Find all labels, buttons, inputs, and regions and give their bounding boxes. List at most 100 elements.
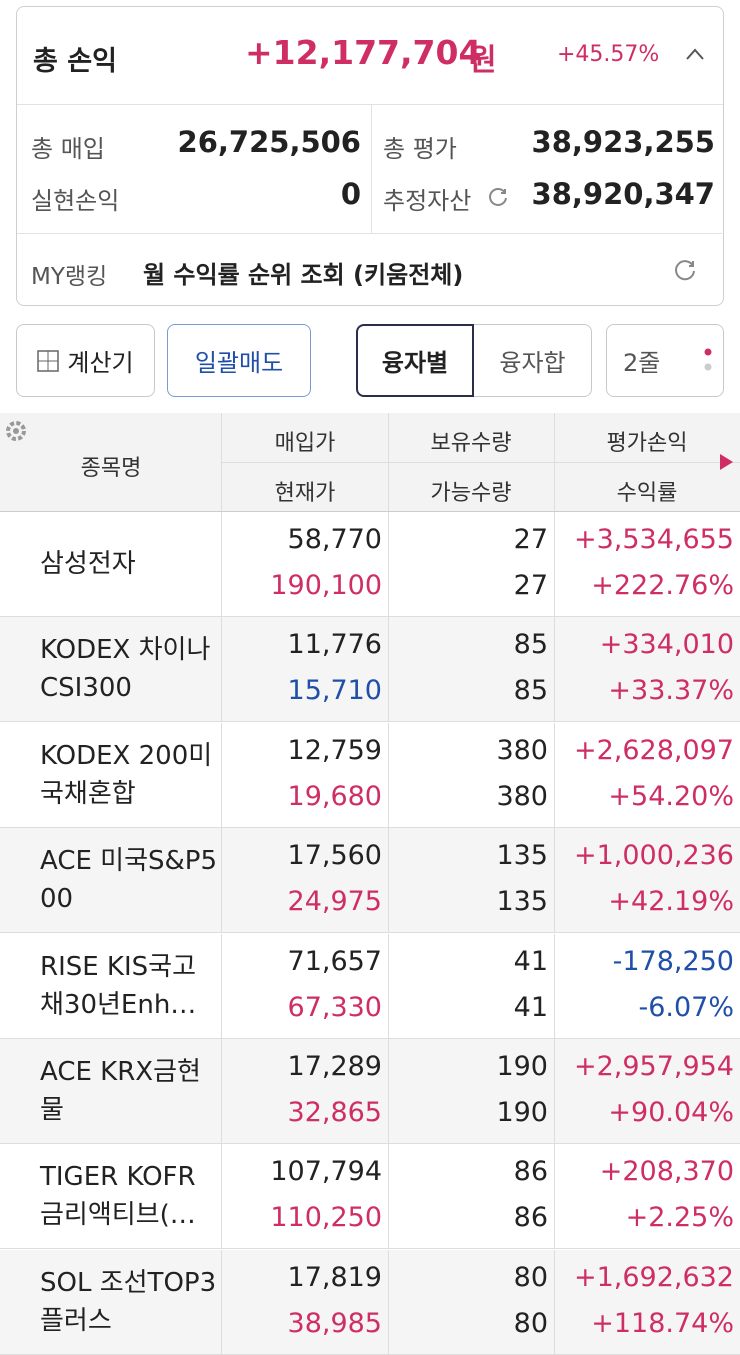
pnl: +1,000,236: [573, 840, 734, 872]
rate: +42.19%: [608, 886, 734, 918]
divider: [371, 105, 372, 233]
current-price: 67,330: [287, 991, 382, 1023]
available: 190: [496, 1097, 548, 1128]
divider: [554, 1249, 555, 1354]
buy-price: 71,657: [287, 945, 382, 977]
divider: [554, 413, 555, 511]
current-price: 19,680: [287, 780, 382, 812]
divider: [388, 722, 389, 827]
available: 86: [513, 1202, 548, 1234]
divider: [554, 933, 555, 1038]
header-cell: 현재가: [274, 481, 336, 506]
divider: [388, 933, 389, 1038]
divider: [221, 1249, 222, 1354]
summary-top: 총 손익 +12,177,704 원 +45.57%: [17, 7, 723, 105]
divider: [221, 828, 222, 933]
dots-icon: [704, 348, 712, 371]
divider: [554, 828, 555, 933]
ranking-link[interactable]: 월 수익률 순위 조회 (키움전체): [143, 261, 464, 289]
divider: [388, 413, 389, 511]
divider: [388, 1249, 389, 1354]
calculator-button[interactable]: 계산기: [16, 324, 155, 397]
scroll-arrow[interactable]: [718, 453, 734, 471]
quantity: 85: [513, 629, 548, 661]
table-row[interactable]: KODEX 차이나CSI300 11,776 15,710 85 85 +334,010 +…: [0, 617, 740, 723]
buy-price: 17,560: [287, 840, 382, 872]
stock-name: KODEX 차이나CSI300: [40, 635, 211, 704]
item-label: 추정자산: [383, 187, 472, 215]
loan-sum-tab[interactable]: 융자합: [474, 324, 592, 397]
available: 27: [513, 570, 548, 601]
quantity: 380: [496, 734, 548, 766]
item-value: 26,725,506: [177, 125, 361, 159]
buy-price: 107,794: [270, 1156, 382, 1188]
divider: [221, 933, 222, 1038]
buy-price: 12,759: [287, 734, 382, 766]
quantity: 41: [513, 945, 548, 977]
lines-button[interactable]: 2줄: [606, 324, 724, 397]
rate: +54.20%: [608, 780, 734, 812]
buy-price: 11,776: [287, 629, 382, 661]
item-label: 총 평가: [383, 135, 457, 163]
item-label: 총 매입: [31, 135, 105, 163]
available: 41: [513, 991, 548, 1023]
stock-name: 삼성전자: [40, 549, 136, 579]
buy-price: 58,770: [287, 524, 382, 555]
table-row[interactable]: 삼성전자 58,770 190,100 27 27 +3,534,655 +222.76%: [0, 512, 740, 617]
divider: [221, 1144, 222, 1249]
buy-price: 17,819: [287, 1261, 382, 1293]
divider: [221, 722, 222, 827]
by-loan-tab[interactable]: 융자별: [356, 324, 474, 397]
refresh-icon[interactable]: [487, 185, 509, 207]
header-cell: 평가손익: [606, 431, 688, 456]
divider: [554, 617, 555, 722]
stock-name: KODEX 200미국채혼합: [40, 740, 213, 809]
quantity: 190: [496, 1051, 548, 1082]
item-value: 38,920,347: [531, 177, 715, 211]
available: 380: [496, 780, 548, 812]
quantity: 27: [513, 524, 548, 555]
divider: [221, 617, 222, 722]
pnl: +2,957,954: [573, 1051, 734, 1082]
table-row[interactable]: ACE 미국S&P500 17,560 24,975 135 135 +1,000,236…: [0, 828, 740, 934]
pnl: +3,534,655: [573, 524, 734, 555]
divider: [554, 722, 555, 827]
table-header: 종목명 매입가 현재가 보유수량 가능수량 평가손익 수익률: [0, 413, 740, 512]
collapse-icon[interactable]: [685, 47, 705, 61]
header-cell: 보유수량: [430, 431, 512, 456]
item-value: 38,923,255: [531, 125, 715, 159]
table-row[interactable]: ACE KRX금현물 17,289 32,865 190 190 +2,957,954 +9…: [0, 1039, 740, 1144]
divider: [221, 413, 222, 511]
quantity: 86: [513, 1156, 548, 1188]
buy-price: 17,289: [287, 1051, 382, 1082]
sell-all-button[interactable]: 일괄매도: [167, 324, 311, 397]
current-price: 38,985: [287, 1307, 382, 1339]
header-cell: 매입가: [274, 431, 336, 456]
ranking-label: MY랭킹: [31, 264, 108, 290]
header-cell: 가능수량: [430, 481, 512, 506]
item-value: 0: [340, 177, 361, 211]
header-cell: 종목명: [80, 456, 142, 481]
current-price: 32,865: [287, 1097, 382, 1128]
table-row[interactable]: RISE KIS국고채30년Enh… 71,657 67,330 41 41 -178,2…: [0, 933, 740, 1039]
table-row[interactable]: SOL 조선TOP3플러스 17,819 38,985 80 80 +1,692,632 +…: [0, 1249, 740, 1355]
summary-card: 총 손익 +12,177,704 원 +45.57% 총 매입 26,725,5…: [16, 6, 724, 306]
divider: [221, 512, 222, 616]
divider: [554, 1144, 555, 1249]
pnl: -178,250: [612, 945, 734, 977]
divider: [388, 1144, 389, 1249]
table-row[interactable]: TIGER KOFR금리액티브(… 107,794 110,250 86 86 +208,…: [0, 1144, 740, 1250]
stock-name: ACE KRX금현물: [40, 1057, 201, 1125]
divider: [388, 512, 389, 616]
stock-name: RISE KIS국고채30년Enh…: [40, 951, 197, 1020]
current-price: 190,100: [270, 570, 382, 601]
divider: [388, 828, 389, 933]
table-row[interactable]: KODEX 200미국채혼합 12,759 19,680 380 380 +2,628,0…: [0, 722, 740, 828]
divider: [17, 233, 722, 234]
pnl: +2,628,097: [573, 734, 734, 766]
item-label: 실현손익: [31, 187, 120, 215]
settings-icon[interactable]: [4, 419, 28, 443]
refresh-icon[interactable]: [673, 257, 697, 281]
